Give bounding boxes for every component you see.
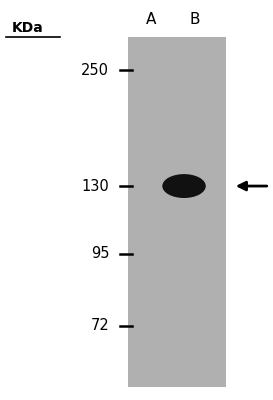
Bar: [128, 36, 226, 387]
Text: KDa: KDa: [12, 20, 44, 34]
Text: 250: 250: [81, 63, 109, 78]
Text: A: A: [146, 12, 157, 27]
Text: B: B: [190, 12, 200, 27]
Ellipse shape: [162, 174, 206, 198]
Text: 130: 130: [82, 178, 109, 194]
Text: 95: 95: [91, 246, 109, 261]
Text: 72: 72: [91, 318, 109, 333]
